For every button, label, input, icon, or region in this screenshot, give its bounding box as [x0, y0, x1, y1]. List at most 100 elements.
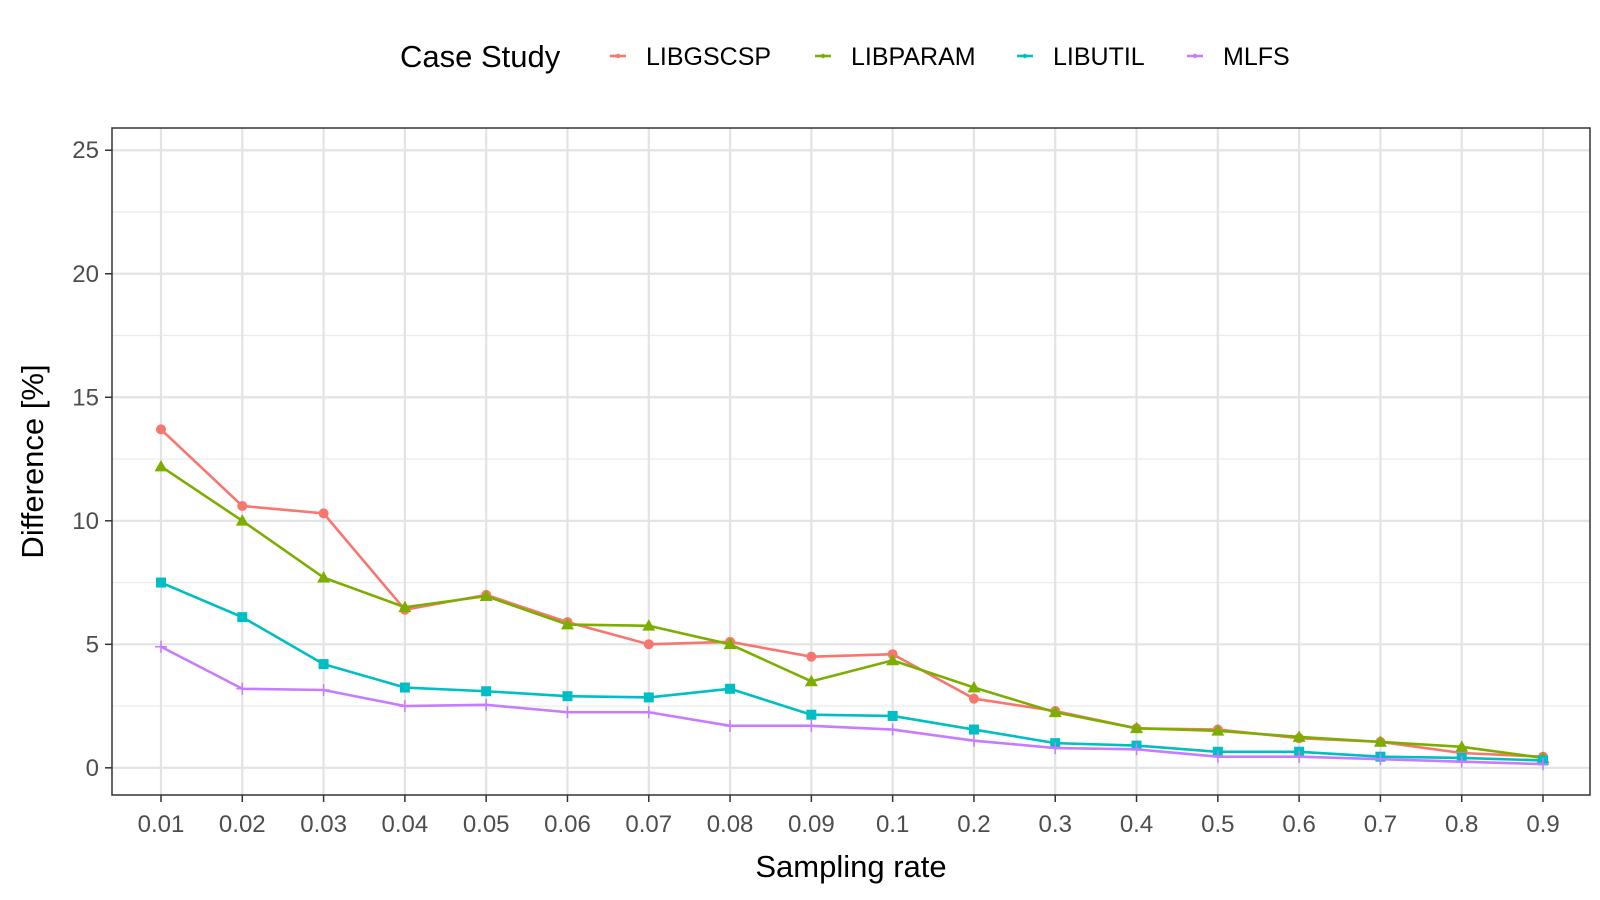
- series-line: [160, 581, 1544, 762]
- data-point: [1130, 743, 1143, 756]
- data-point: [724, 719, 737, 732]
- data-point: [642, 619, 656, 631]
- data-point: [398, 700, 411, 713]
- data-point: [237, 500, 248, 511]
- data-point: [723, 637, 737, 650]
- data-point: [642, 706, 655, 719]
- legend-label: LIBPARAM: [851, 43, 976, 71]
- x-tick-label: 0.08: [707, 811, 754, 838]
- data-point: [1455, 755, 1468, 768]
- data-point: [1049, 742, 1062, 755]
- series-line: [160, 465, 1544, 760]
- data-point: [967, 681, 981, 693]
- data-point: [399, 682, 410, 693]
- x-tick-label: 0.07: [625, 811, 672, 838]
- data-point: [805, 719, 818, 732]
- grid: [112, 128, 1590, 795]
- legend-key-marker: [1192, 53, 1198, 59]
- legend-key-marker: [820, 53, 826, 59]
- legend-item-libutil: LIBUTIL: [1017, 43, 1145, 71]
- data-point: [804, 674, 818, 687]
- legend-item-libgscsp: LIBGSCSP: [610, 43, 771, 71]
- data-point: [481, 686, 492, 697]
- data-point: [398, 600, 412, 613]
- x-tick-label: 0.8: [1445, 811, 1478, 838]
- data-point: [1373, 735, 1387, 747]
- series-line: [160, 645, 1544, 766]
- data-point: [236, 682, 249, 695]
- data-point: [1537, 758, 1549, 771]
- legend-item-mlfs: MLFS: [1187, 43, 1290, 71]
- legend-key-marker: [1022, 53, 1028, 59]
- data-point: [643, 692, 654, 703]
- data-point: [237, 612, 248, 623]
- data-point: [725, 683, 736, 694]
- x-tick-label: 0.2: [957, 811, 990, 838]
- y-tick-label: 0: [86, 755, 99, 782]
- data-point: [1211, 750, 1224, 763]
- x-tick-label: 0.1: [876, 811, 909, 838]
- data-point: [1211, 724, 1225, 736]
- y-tick-label: 15: [72, 384, 99, 411]
- legend-item-libparam: LIBPARAM: [815, 43, 976, 71]
- data-point: [806, 709, 817, 720]
- series-libparam: [154, 459, 1550, 763]
- data-point: [156, 424, 166, 435]
- data-point: [887, 710, 898, 721]
- legend-label: LIBGSCSP: [646, 43, 771, 71]
- data-point: [1130, 721, 1144, 734]
- data-point: [317, 571, 331, 583]
- data-point: [317, 684, 330, 697]
- series-mlfs: [155, 640, 1549, 771]
- data-point: [479, 589, 493, 602]
- data-point: [562, 691, 573, 702]
- legend-title: Case Study: [400, 39, 561, 74]
- data-point: [1292, 730, 1306, 742]
- data-point: [1293, 750, 1306, 763]
- data-point: [156, 577, 166, 588]
- data-point: [235, 514, 249, 526]
- data-point: [1455, 740, 1469, 752]
- axes: 0 5 10 15 20 25 0.01 0.02 0.03 0.04 0.05 0.06 0.07 0.…: [72, 137, 1559, 838]
- legend-key-marker: [615, 53, 621, 59]
- data-point: [318, 659, 329, 670]
- x-tick-label: 0.9: [1526, 811, 1559, 838]
- data-point: [560, 618, 574, 630]
- data-point: [155, 640, 167, 653]
- y-tick-label: 25: [72, 137, 99, 164]
- series-area: [154, 424, 1550, 771]
- data-point: [480, 698, 493, 711]
- data-point: [886, 723, 899, 736]
- x-tick-label: 0.05: [463, 811, 510, 838]
- data-point: [968, 724, 979, 735]
- x-tick-label: 0.02: [219, 811, 266, 838]
- legend-label: LIBUTIL: [1053, 43, 1145, 71]
- x-tick-label: 0.03: [300, 811, 347, 838]
- data-point: [318, 508, 329, 519]
- legend: Case Study LIBGSCSP LIBPARAM LIBUTIL MLFS: [400, 39, 1290, 74]
- y-tick-label: 10: [72, 508, 99, 535]
- legend-label: MLFS: [1223, 43, 1290, 71]
- x-tick-label: 0.7: [1364, 811, 1397, 838]
- data-point: [1048, 705, 1062, 718]
- panel-border: [111, 127, 1591, 796]
- data-point: [643, 639, 654, 650]
- y-tick-label: 5: [86, 631, 99, 658]
- x-tick-label: 0.04: [382, 811, 429, 838]
- data-point: [886, 653, 900, 666]
- data-point: [561, 706, 574, 719]
- y-tick-label: 20: [72, 261, 99, 288]
- x-tick-label: 0.3: [1039, 811, 1072, 838]
- data-point: [1374, 753, 1387, 766]
- x-tick-label: 0.06: [544, 811, 591, 838]
- data-point: [967, 734, 980, 747]
- y-axis-title: Difference [%]: [15, 364, 50, 558]
- data-point: [968, 693, 979, 704]
- x-axis-title: Sampling rate: [755, 849, 946, 884]
- x-tick-label: 0.01: [138, 811, 185, 838]
- x-tick-label: 0.4: [1120, 811, 1153, 838]
- data-point: [154, 459, 168, 472]
- x-tick-label: 0.5: [1201, 811, 1234, 838]
- data-point: [806, 651, 817, 662]
